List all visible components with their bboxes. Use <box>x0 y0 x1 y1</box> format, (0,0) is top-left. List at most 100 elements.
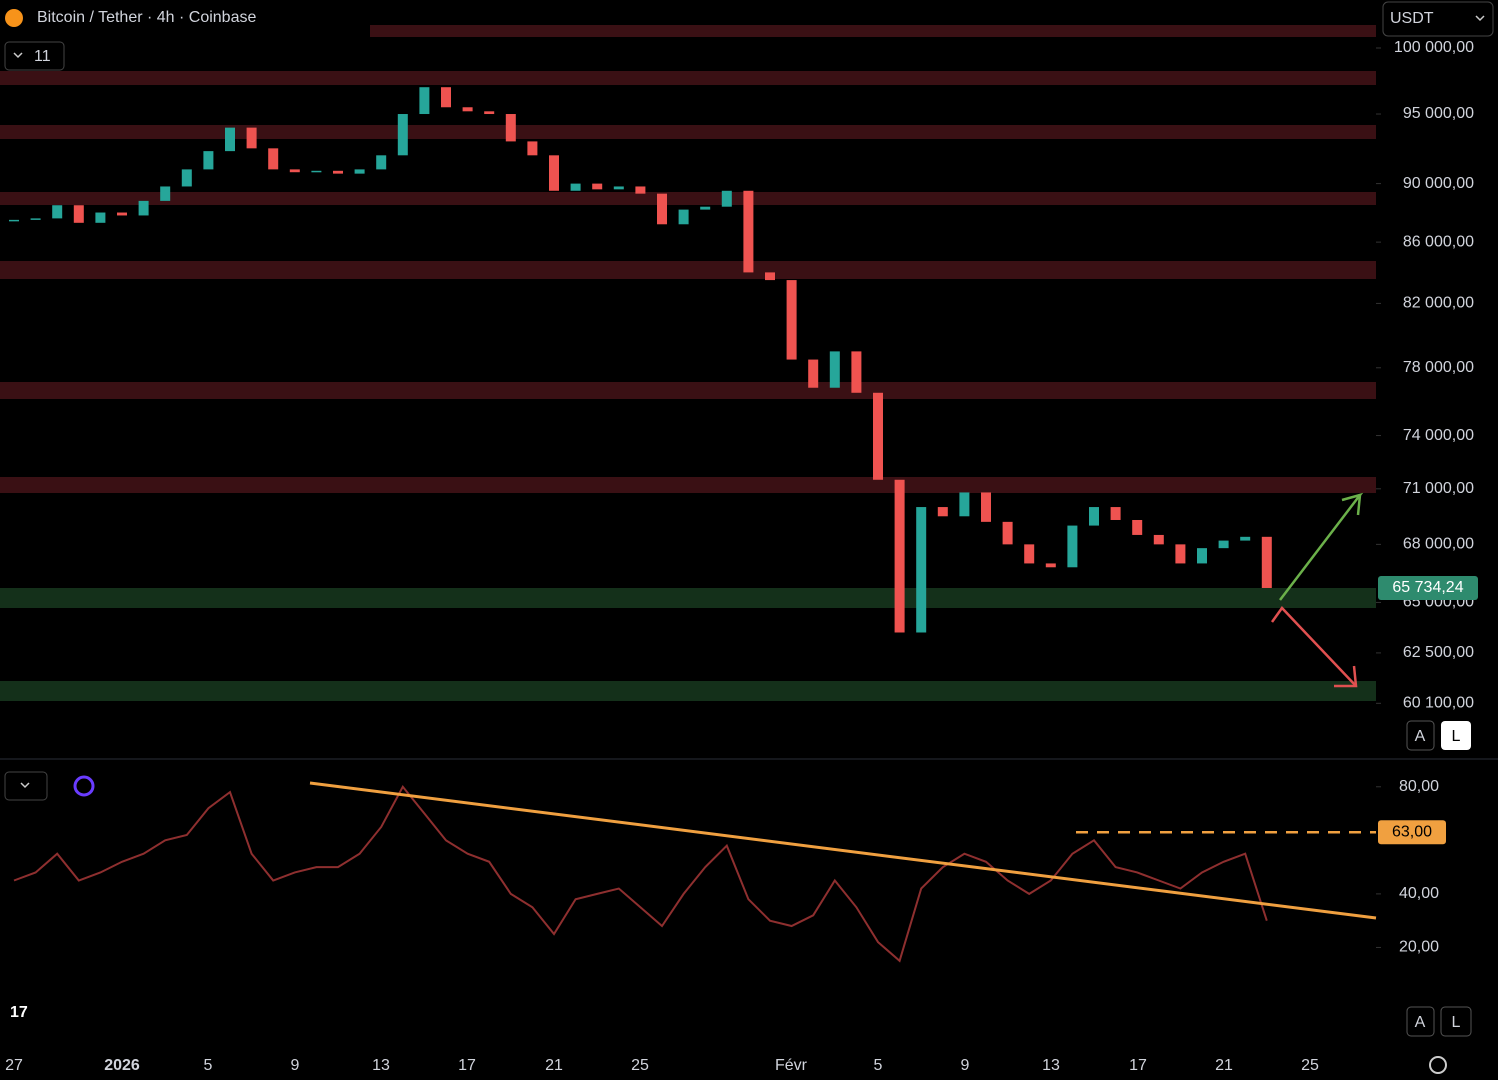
zones <box>0 25 1376 701</box>
up-arrow-head <box>1356 494 1362 516</box>
zone <box>0 71 1376 85</box>
candle <box>765 272 775 281</box>
rsi-pane <box>13 784 1376 963</box>
candle <box>289 169 300 173</box>
candles <box>9 87 1272 633</box>
candle <box>268 148 279 170</box>
y-tick-label: 74 000,00 <box>1403 427 1474 444</box>
auto-button[interactable] <box>1406 720 1435 751</box>
candle <box>203 151 214 170</box>
candle <box>505 114 516 142</box>
candle <box>1261 536 1272 588</box>
log-label: L <box>1452 728 1461 745</box>
candle <box>9 219 19 222</box>
rsi-line <box>13 784 1268 963</box>
candle <box>1240 536 1251 541</box>
candle <box>894 479 905 633</box>
caret <box>20 782 30 789</box>
candle <box>225 127 235 152</box>
y-tick-label: 68 000,00 <box>1403 536 1474 553</box>
indicator-toggle[interactable] <box>4 41 65 71</box>
trend-line <box>309 781 1377 920</box>
scale-buttons: A L A L <box>1406 720 1472 1037</box>
x-tick-label: 17 <box>1129 1057 1147 1074</box>
candle <box>138 200 149 216</box>
rsi-tick-label: 20,00 <box>1399 939 1439 956</box>
x-tick-label: 2026 <box>104 1057 140 1074</box>
zone <box>0 477 1376 493</box>
y-tick-label: 62 500,00 <box>1403 644 1474 661</box>
down-arrow-head <box>1334 665 1358 688</box>
y-tick-label: 71 000,00 <box>1403 480 1474 497</box>
candle <box>527 141 538 156</box>
candle <box>397 114 408 156</box>
candle <box>1175 544 1186 564</box>
candle <box>873 392 883 480</box>
indicator-count: 11 <box>34 48 51 65</box>
y-tick-label: 95 000,00 <box>1403 105 1474 122</box>
auto-button[interactable] <box>1406 1006 1435 1037</box>
x-tick-label: 5 <box>204 1057 213 1074</box>
candle <box>916 507 927 633</box>
settings-icon[interactable] <box>1429 1056 1447 1074</box>
candle <box>441 87 451 108</box>
candle <box>1089 507 1099 526</box>
x-tick-label: 13 <box>372 1057 390 1074</box>
sync-icon[interactable] <box>73 775 95 797</box>
candle <box>678 209 689 225</box>
candle <box>354 169 365 174</box>
x-tick-label: 25 <box>1301 1057 1319 1074</box>
candle <box>1132 519 1143 535</box>
candle <box>1153 534 1164 545</box>
x-tick-label: 9 <box>961 1057 970 1074</box>
candle <box>635 186 646 194</box>
title: Bitcoin / Tether · 4h · Coinbase <box>37 9 256 26</box>
y-tick-label: 90 000,00 <box>1403 175 1474 192</box>
candle <box>95 212 106 223</box>
zone <box>0 588 1376 608</box>
candle <box>484 111 495 115</box>
rsi-tick-label: 80,00 <box>1399 778 1439 795</box>
candle <box>657 193 667 225</box>
currency-select[interactable] <box>1382 1 1494 37</box>
candle <box>786 280 797 360</box>
candle <box>73 205 84 223</box>
auto-label: A <box>1415 1014 1426 1031</box>
caret <box>1475 15 1485 22</box>
x-tick-label: 27 <box>5 1057 23 1074</box>
x-tick-label: 21 <box>545 1057 563 1074</box>
candle <box>462 107 473 112</box>
candle <box>333 170 343 174</box>
x-tick-label: 9 <box>291 1057 300 1074</box>
candle <box>549 155 559 191</box>
candle <box>1110 507 1121 520</box>
log-button[interactable] <box>1441 721 1471 750</box>
candle <box>570 183 581 191</box>
candle <box>311 170 322 173</box>
y-tick-label: 82 000,00 <box>1403 295 1474 312</box>
candle <box>613 186 624 190</box>
x-tick-label: 5 <box>874 1057 883 1074</box>
candle <box>160 186 171 201</box>
candle <box>743 190 754 273</box>
x-tick-label: 25 <box>631 1057 649 1074</box>
logo: 17 <box>10 1004 28 1021</box>
candle <box>937 507 948 517</box>
log-button[interactable] <box>1440 1006 1472 1037</box>
zone <box>0 261 1376 279</box>
candle <box>1197 548 1207 564</box>
rsi-tick-label: 40,00 <box>1399 885 1439 902</box>
candle <box>30 218 41 220</box>
candle <box>721 190 732 207</box>
zone <box>370 25 1376 37</box>
axes: 100 000,00 95 000,00 90 000,00 86 000,00 82 … <box>5 39 1478 1074</box>
candle <box>959 492 970 517</box>
btc-icon <box>5 9 23 27</box>
candle <box>52 205 63 219</box>
log-label: L <box>1452 1014 1461 1031</box>
auto-label: A <box>1415 728 1426 745</box>
candle <box>246 127 257 149</box>
